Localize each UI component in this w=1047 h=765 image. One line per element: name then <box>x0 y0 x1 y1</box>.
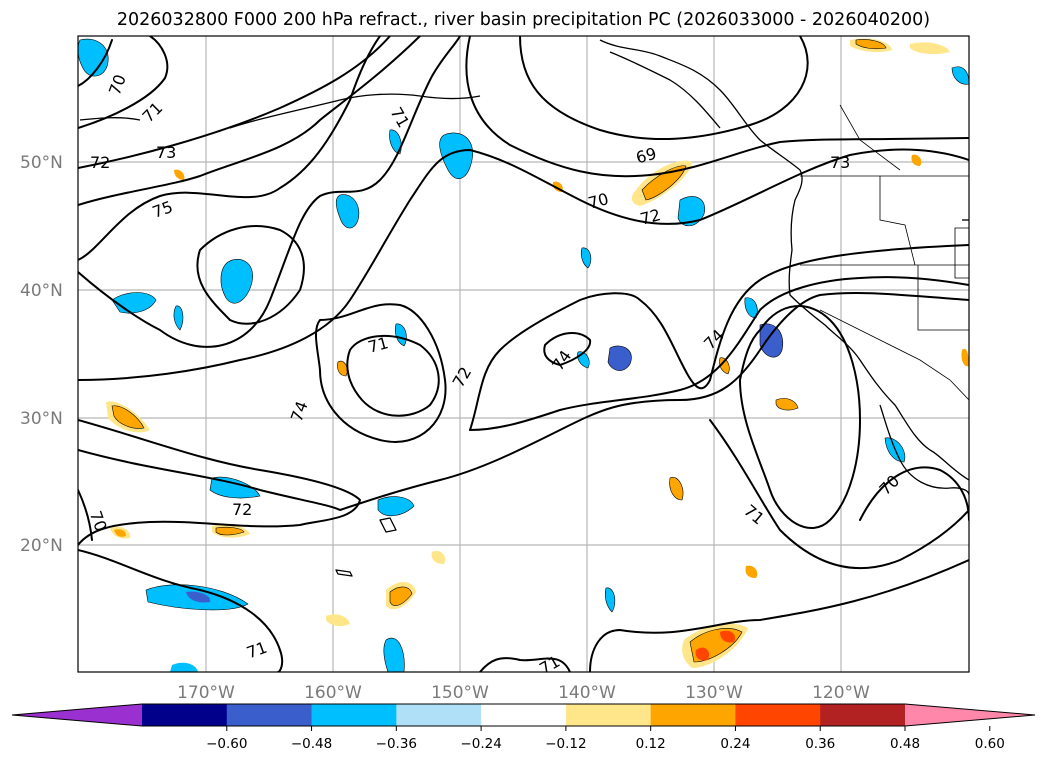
colorbar-bin <box>820 704 906 726</box>
pos-blob <box>326 614 350 627</box>
lat-label-20n: 20°N <box>20 536 63 556</box>
contour-label: 70 <box>586 189 611 213</box>
contour-label: 69 <box>634 144 659 168</box>
gridlines <box>78 36 969 672</box>
neg-blob <box>335 194 360 229</box>
map-title: 2026032800 F000 200 hPa refract., river … <box>116 10 931 30</box>
neg-blob <box>220 259 253 304</box>
colorbar-outline <box>11 703 1036 727</box>
neg-blob <box>170 662 198 672</box>
pos-blob <box>114 529 126 537</box>
pos-blob <box>910 42 950 55</box>
neg-blob <box>394 323 407 347</box>
precip-shading <box>78 38 969 672</box>
colorbar-tick-label: 0.60 <box>975 736 1005 752</box>
contour-label: 73 <box>156 143 176 162</box>
pos-blob <box>641 165 687 201</box>
pos-blob <box>111 405 145 429</box>
pos-blob <box>431 550 446 564</box>
contour-label: 72 <box>638 205 663 229</box>
neg-blob <box>389 129 402 155</box>
pos-blob <box>174 169 185 180</box>
neg-blob <box>607 345 632 371</box>
longitude-labels: 170°W 160°W 150°W 140°W 130°W 120°W <box>177 683 870 703</box>
colorbar-tick-label: 0.48 <box>890 736 920 752</box>
neg-blob <box>377 496 415 517</box>
colorbar-bin <box>12 704 142 726</box>
colorbar-tick-label: 0.36 <box>805 736 835 752</box>
colorbar-bin <box>565 704 652 726</box>
lon-label-170w: 170°W <box>177 683 235 703</box>
map-frame <box>77 35 970 673</box>
lat-label-50n: 50°N <box>20 153 63 173</box>
pos-blob <box>911 154 922 166</box>
pos-blob <box>745 565 758 578</box>
pos-blob <box>855 39 887 50</box>
colorbar-bin <box>311 704 397 726</box>
neg-blob <box>951 66 969 85</box>
colorbar-bin <box>396 704 482 726</box>
colorbar-tick-label: −0.60 <box>206 736 247 752</box>
contour-label: 72 <box>90 153 110 172</box>
contour-label: 72 <box>232 500 252 519</box>
colorbar-bin <box>735 704 821 726</box>
pos-blob <box>337 360 348 377</box>
colorbar-tick-label: −0.24 <box>460 736 501 752</box>
colorbar-tick-label: 0.24 <box>720 736 750 752</box>
pos-blob <box>775 398 799 411</box>
neg-blob <box>759 323 784 358</box>
neg-blob <box>173 305 184 331</box>
pos-blob <box>669 477 684 501</box>
refractivity-contours <box>78 36 969 672</box>
colorbar-bin <box>905 704 1035 726</box>
lat-label-40n: 40°N <box>20 281 63 301</box>
pos-blob <box>389 586 413 606</box>
colorbar: −0.60 −0.48 −0.36 −0.24 −0.12 0.12 0.24 0.36 0.4… <box>11 703 1036 752</box>
colorbar-tick-label: −0.12 <box>545 736 586 752</box>
coastlines <box>79 39 969 577</box>
neg-blob <box>744 297 758 319</box>
neg-blob <box>186 591 211 603</box>
neg-blob <box>604 587 616 613</box>
pos-blob <box>695 647 710 661</box>
neg-blob <box>580 247 592 269</box>
colorbar-bin <box>142 704 228 726</box>
pos-blob <box>961 348 969 367</box>
contour-label: 73 <box>830 153 850 172</box>
lon-label-120w: 120°W <box>812 683 870 703</box>
map-plot-area: 70 71 72 73 75 69 70 72 73 71 72 74 74 7… <box>78 36 969 672</box>
neg-blob <box>439 132 473 179</box>
colorbar-tick-label: −0.48 <box>291 736 332 752</box>
lon-label-130w: 130°W <box>685 683 743 703</box>
political-borders <box>800 104 969 401</box>
lon-label-150w: 150°W <box>431 683 489 703</box>
lat-label-30n: 30°N <box>20 409 63 429</box>
lon-label-160w: 160°W <box>304 683 362 703</box>
pos-blob <box>215 526 245 536</box>
colorbar-bin <box>650 704 736 726</box>
lon-label-140w: 140°W <box>558 683 616 703</box>
colorbar-bin <box>481 704 567 726</box>
colorbar-tick-label: −0.36 <box>376 736 417 752</box>
contour-label: 71 <box>366 333 391 357</box>
latitude-labels: 50°N 40°N 30°N 20°N <box>20 153 63 556</box>
colorbar-bin <box>226 704 313 726</box>
pos-blob <box>720 630 736 643</box>
neg-blob <box>209 476 261 499</box>
neg-blob <box>383 637 405 672</box>
colorbar-tick-label: 0.12 <box>636 736 666 752</box>
